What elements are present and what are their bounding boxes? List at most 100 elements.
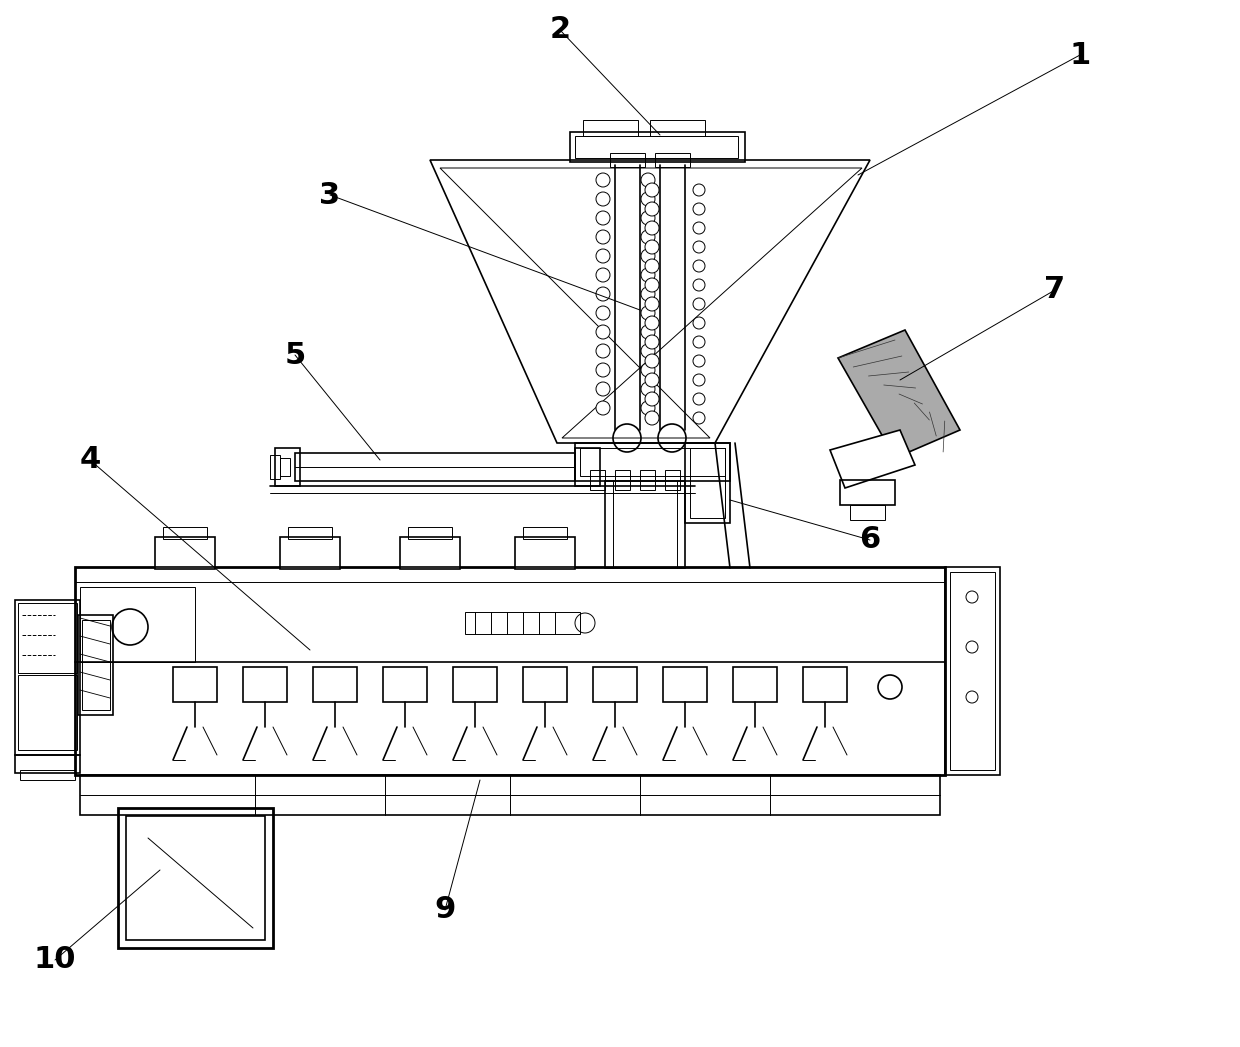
Bar [849, 505, 885, 520]
Bar [312, 667, 357, 701]
Circle shape [693, 298, 706, 310]
Bar [280, 458, 290, 476]
Bar [583, 120, 639, 136]
Bar [640, 470, 655, 490]
Circle shape [693, 355, 706, 367]
Bar [605, 481, 684, 569]
Circle shape [641, 230, 655, 244]
Circle shape [641, 306, 655, 320]
Bar [580, 448, 725, 476]
Circle shape [645, 392, 658, 406]
Circle shape [693, 413, 706, 424]
Circle shape [645, 373, 658, 387]
Bar [684, 443, 730, 524]
Circle shape [693, 260, 706, 272]
Text: 1: 1 [1069, 41, 1091, 69]
Circle shape [645, 259, 658, 273]
Bar [408, 527, 453, 539]
Bar [465, 612, 580, 634]
Circle shape [645, 411, 658, 425]
Bar [575, 136, 738, 158]
Circle shape [693, 317, 706, 329]
Bar [590, 470, 605, 490]
Circle shape [641, 173, 655, 187]
Bar [453, 667, 497, 701]
Circle shape [641, 382, 655, 396]
Bar [155, 537, 215, 569]
Bar [570, 132, 745, 162]
Circle shape [596, 211, 610, 225]
Bar [19, 603, 77, 673]
Bar [575, 443, 730, 481]
Circle shape [693, 374, 706, 386]
Circle shape [645, 183, 658, 197]
Polygon shape [830, 430, 915, 488]
Circle shape [645, 279, 658, 292]
Circle shape [645, 297, 658, 311]
Text: 2: 2 [549, 16, 570, 45]
Bar [655, 153, 689, 168]
Bar [650, 120, 706, 136]
Bar [733, 667, 777, 701]
Circle shape [693, 184, 706, 196]
Bar [615, 470, 630, 490]
Bar [118, 808, 273, 948]
Circle shape [641, 192, 655, 206]
Circle shape [596, 401, 610, 415]
Circle shape [693, 203, 706, 215]
Bar [663, 667, 707, 701]
Bar [523, 667, 567, 701]
Polygon shape [838, 330, 960, 458]
Bar [804, 667, 847, 701]
Circle shape [645, 221, 658, 235]
Bar [593, 667, 637, 701]
Text: 5: 5 [284, 340, 305, 370]
Circle shape [693, 222, 706, 233]
Bar [162, 527, 207, 539]
Circle shape [596, 287, 610, 300]
Circle shape [596, 363, 610, 377]
Bar [839, 480, 895, 505]
Bar [243, 667, 286, 701]
Bar [19, 675, 77, 750]
Bar [81, 587, 195, 662]
Bar [288, 527, 332, 539]
Bar [295, 453, 575, 481]
Bar [665, 470, 680, 490]
Text: 3: 3 [320, 180, 341, 209]
Bar [689, 448, 725, 518]
Bar [270, 455, 280, 478]
Circle shape [641, 325, 655, 339]
Circle shape [596, 325, 610, 339]
Circle shape [693, 279, 706, 291]
Circle shape [596, 344, 610, 358]
Bar [950, 572, 994, 770]
Bar [74, 567, 945, 775]
Bar [81, 775, 940, 815]
Circle shape [641, 249, 655, 263]
Text: 10: 10 [33, 945, 76, 975]
Bar [575, 448, 600, 486]
Bar [78, 615, 113, 715]
Circle shape [641, 268, 655, 282]
Bar [515, 537, 575, 569]
Circle shape [641, 211, 655, 225]
Bar [280, 537, 340, 569]
Text: 4: 4 [79, 446, 100, 474]
Circle shape [596, 173, 610, 187]
Circle shape [641, 344, 655, 358]
Circle shape [641, 287, 655, 300]
Bar [610, 153, 645, 168]
Circle shape [693, 241, 706, 253]
Circle shape [693, 336, 706, 348]
Circle shape [641, 363, 655, 377]
Circle shape [596, 192, 610, 206]
Circle shape [645, 335, 658, 349]
Bar [20, 770, 74, 780]
Bar [15, 755, 81, 773]
Bar [15, 600, 81, 755]
Bar [523, 527, 567, 539]
Circle shape [596, 382, 610, 396]
Bar [945, 567, 999, 775]
Bar [401, 537, 460, 569]
